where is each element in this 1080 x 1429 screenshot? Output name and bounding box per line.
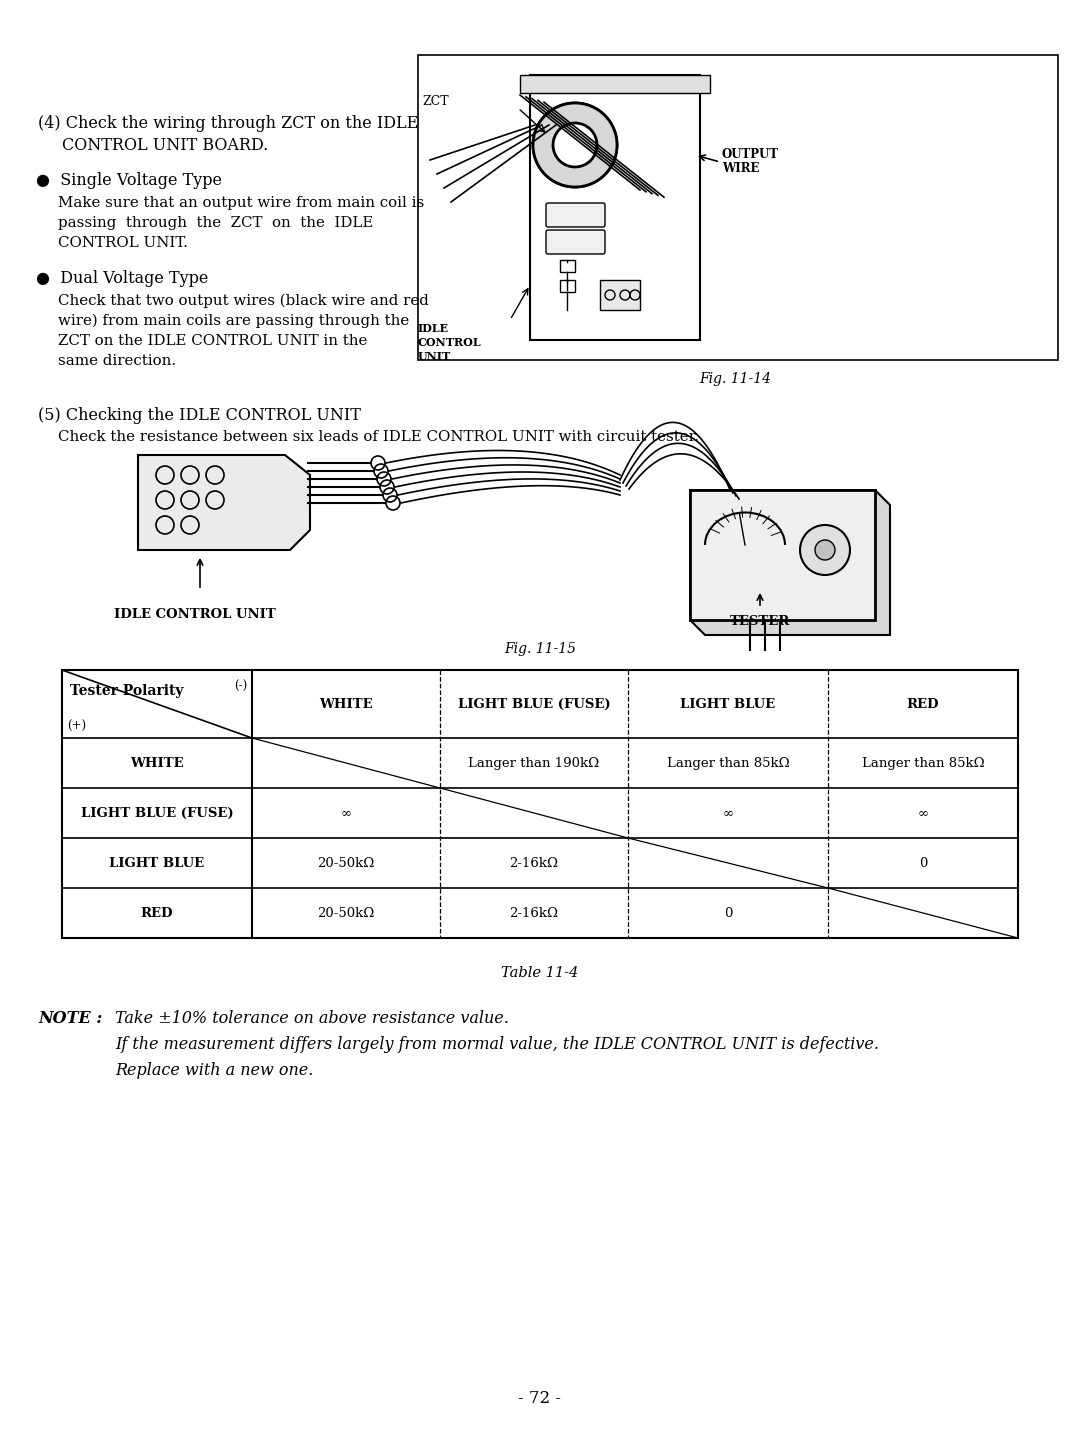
Text: If the measurement differs largely from mormal value, the IDLE CONTROL UNIT is d: If the measurement differs largely from … bbox=[114, 1036, 879, 1053]
Bar bbox=[600, 280, 640, 310]
Text: 20-50kΩ: 20-50kΩ bbox=[318, 906, 375, 919]
Circle shape bbox=[800, 524, 850, 574]
Bar bbox=[561, 260, 575, 272]
Text: ZCT on the IDLE CONTROL UNIT in the: ZCT on the IDLE CONTROL UNIT in the bbox=[58, 334, 367, 349]
Text: (5) Checking the IDLE CONTROL UNIT: (5) Checking the IDLE CONTROL UNIT bbox=[38, 407, 361, 424]
Text: NOTE :: NOTE : bbox=[38, 1010, 103, 1027]
Text: 2-16kΩ: 2-16kΩ bbox=[510, 856, 558, 869]
Text: (4) Check the wiring through ZCT on the IDLE: (4) Check the wiring through ZCT on the … bbox=[38, 114, 418, 131]
Text: RED: RED bbox=[907, 697, 940, 710]
Text: Take ±10% tolerance on above resistance value.: Take ±10% tolerance on above resistance … bbox=[114, 1010, 509, 1027]
Text: Tester Polarity: Tester Polarity bbox=[70, 684, 184, 697]
FancyBboxPatch shape bbox=[546, 230, 605, 254]
Text: 2-16kΩ: 2-16kΩ bbox=[510, 906, 558, 919]
Text: ∞: ∞ bbox=[723, 806, 733, 819]
Circle shape bbox=[815, 540, 835, 560]
Text: ●  Single Voltage Type: ● Single Voltage Type bbox=[36, 171, 222, 189]
Text: passing  through  the  ZCT  on  the  IDLE: passing through the ZCT on the IDLE bbox=[58, 216, 374, 230]
Text: CONTROL UNIT BOARD.: CONTROL UNIT BOARD. bbox=[62, 137, 268, 154]
Circle shape bbox=[534, 103, 617, 187]
Text: Fig. 11-14: Fig. 11-14 bbox=[699, 372, 771, 386]
Text: 0: 0 bbox=[724, 906, 732, 919]
Text: ●  Dual Voltage Type: ● Dual Voltage Type bbox=[36, 270, 208, 287]
Text: same direction.: same direction. bbox=[58, 354, 176, 369]
Text: Langer than 85kΩ: Langer than 85kΩ bbox=[666, 756, 789, 769]
Text: Fig. 11-15: Fig. 11-15 bbox=[504, 642, 576, 656]
Text: UNIT: UNIT bbox=[418, 352, 451, 362]
Text: WIRE: WIRE bbox=[723, 161, 759, 174]
Text: 20-50kΩ: 20-50kΩ bbox=[318, 856, 375, 869]
Text: LIGHT BLUE: LIGHT BLUE bbox=[680, 697, 775, 710]
Text: CONTROL: CONTROL bbox=[418, 337, 482, 349]
Text: WHITE: WHITE bbox=[131, 756, 184, 769]
Text: wire) from main coils are passing through the: wire) from main coils are passing throug… bbox=[58, 314, 409, 329]
FancyBboxPatch shape bbox=[690, 490, 875, 620]
Text: LIGHT BLUE: LIGHT BLUE bbox=[109, 856, 204, 869]
Bar bbox=[418, 54, 1058, 360]
Text: Langer than 85kΩ: Langer than 85kΩ bbox=[862, 756, 984, 769]
Text: ZCT: ZCT bbox=[422, 94, 448, 109]
Text: IDLE: IDLE bbox=[418, 323, 449, 334]
Text: IDLE CONTROL UNIT: IDLE CONTROL UNIT bbox=[114, 607, 275, 622]
Text: LIGHT BLUE (FUSE): LIGHT BLUE (FUSE) bbox=[458, 697, 610, 710]
Text: Check that two output wires (black wire and red: Check that two output wires (black wire … bbox=[58, 294, 429, 309]
Bar bbox=[690, 490, 875, 620]
Bar bbox=[519, 74, 710, 93]
Text: - 72 -: - 72 - bbox=[518, 1390, 562, 1408]
Polygon shape bbox=[138, 454, 310, 550]
Text: (-): (-) bbox=[233, 680, 247, 693]
Text: ∞: ∞ bbox=[918, 806, 929, 819]
Text: WHITE: WHITE bbox=[320, 697, 373, 710]
Text: Replace with a new one.: Replace with a new one. bbox=[114, 1062, 313, 1079]
Text: 0: 0 bbox=[919, 856, 928, 869]
Text: Table 11-4: Table 11-4 bbox=[501, 966, 579, 980]
Text: Check the resistance between six leads of IDLE CONTROL UNIT with circuit tester.: Check the resistance between six leads o… bbox=[58, 430, 699, 444]
Text: OUTPUT: OUTPUT bbox=[723, 149, 779, 161]
Bar bbox=[530, 74, 700, 340]
Circle shape bbox=[553, 123, 597, 167]
Text: TESTER: TESTER bbox=[730, 614, 791, 627]
Text: ∞: ∞ bbox=[340, 806, 351, 819]
Bar bbox=[62, 670, 1018, 937]
Text: (+): (+) bbox=[67, 720, 86, 733]
Text: CONTROL UNIT.: CONTROL UNIT. bbox=[58, 236, 188, 250]
Bar bbox=[561, 280, 575, 292]
Text: Langer than 190kΩ: Langer than 190kΩ bbox=[469, 756, 599, 769]
FancyBboxPatch shape bbox=[546, 203, 605, 227]
Text: LIGHT BLUE (FUSE): LIGHT BLUE (FUSE) bbox=[81, 806, 233, 819]
Text: Make sure that an output wire from main coil is: Make sure that an output wire from main … bbox=[58, 196, 424, 210]
Text: RED: RED bbox=[140, 906, 173, 919]
Polygon shape bbox=[690, 490, 890, 634]
